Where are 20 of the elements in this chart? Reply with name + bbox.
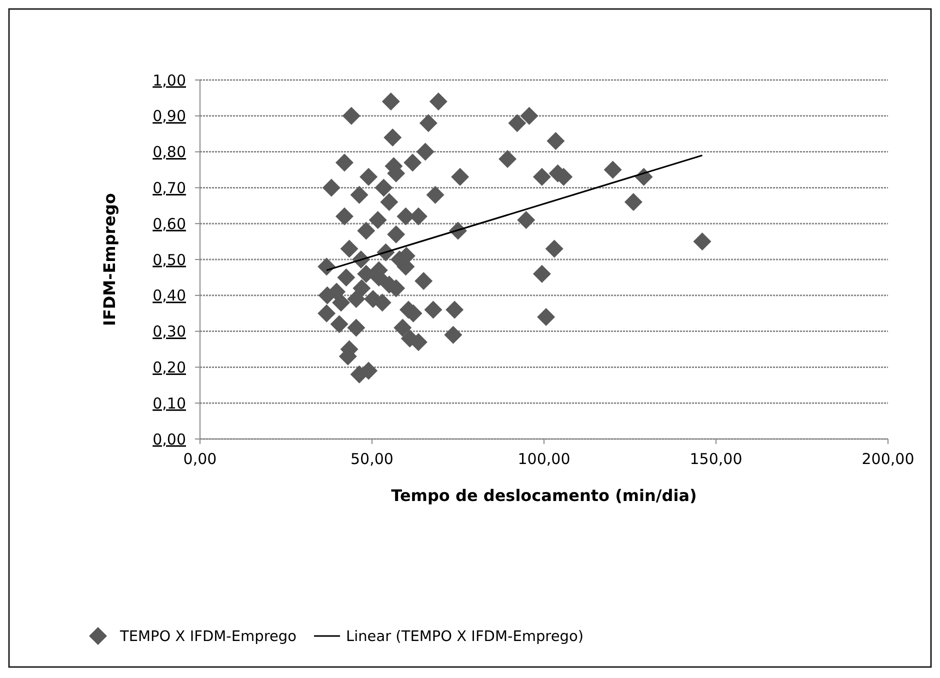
legend-label: TEMPO X IFDM-Emprego [119, 629, 297, 646]
x-axis-title: Tempo de deslocamento (min/dia) [391, 486, 697, 505]
y-tick-label: 0,70 [152, 178, 186, 197]
y-tick-label: 0,80 [152, 143, 186, 162]
x-tick-label: 150,00 [690, 450, 742, 468]
y-tick-label: 0,90 [152, 107, 186, 126]
y-tick-label: 0,10 [152, 394, 186, 412]
x-tick-label: 200,00 [862, 450, 914, 468]
x-tick-label: 0,00 [183, 450, 217, 468]
y-tick-label: 0,20 [152, 358, 186, 376]
y-tick-label: 0,50 [152, 250, 186, 269]
y-tick-label: 1,00 [152, 71, 186, 90]
y-tick-label: 0,30 [152, 322, 186, 341]
legend-label: Linear (TEMPO X IFDM-Emprego) [346, 629, 584, 646]
x-tick-label: 50,00 [350, 450, 394, 468]
y-axis-title: IFDM-Emprego [100, 193, 119, 326]
y-tick-label: 0,60 [152, 214, 186, 233]
x-tick-label: 100,00 [518, 450, 570, 468]
y-tick-label: 0,00 [152, 430, 186, 448]
y-tick-label: 0,40 [152, 286, 186, 305]
